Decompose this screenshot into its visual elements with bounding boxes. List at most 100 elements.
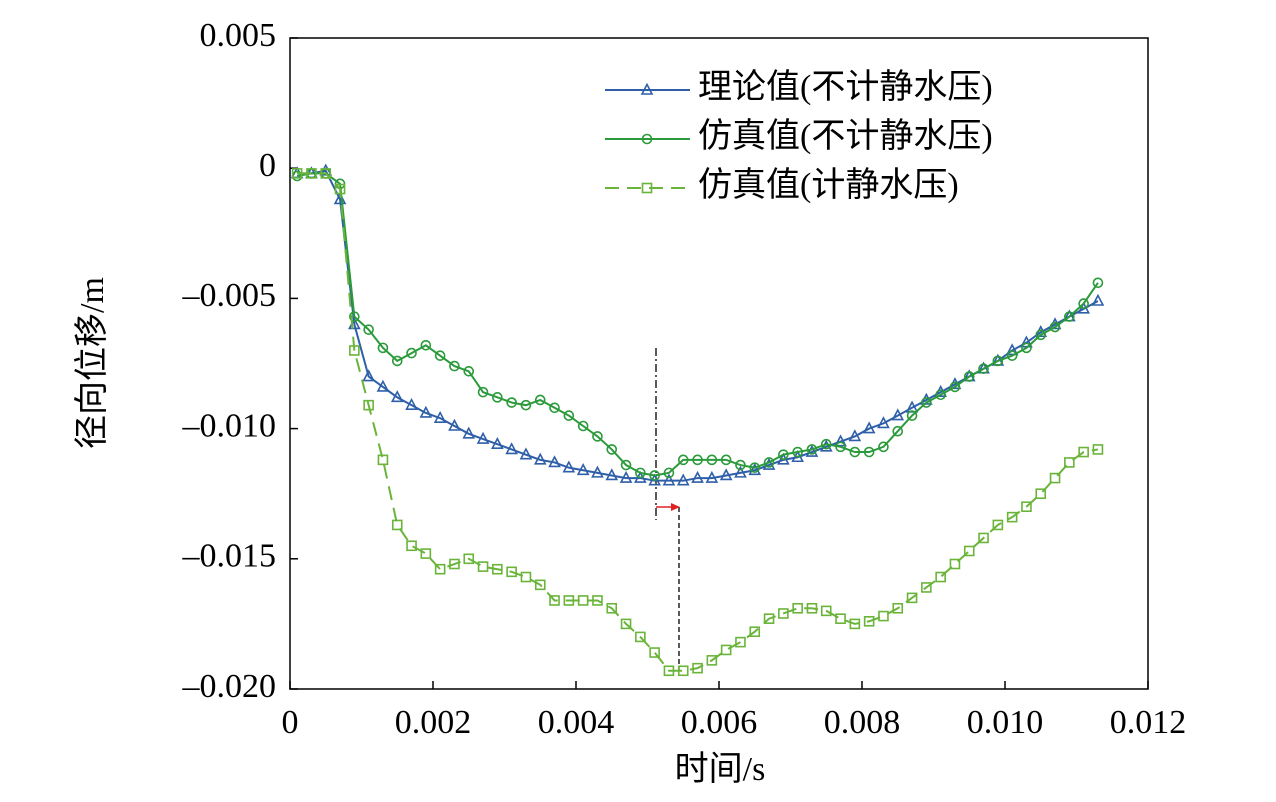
data-point: [549, 595, 560, 606]
data-point: [877, 416, 890, 429]
data-point: [1092, 277, 1104, 289]
data-point: [619, 470, 633, 483]
data-point: [662, 473, 676, 486]
data-point: [1049, 472, 1061, 484]
data-point: [749, 462, 761, 473]
data-point: [620, 618, 632, 630]
y-tick-label: 0: [259, 147, 276, 184]
data-point: [406, 347, 417, 359]
data-point: [606, 602, 618, 614]
annotation-arrowhead: [671, 503, 680, 511]
data-point: [635, 467, 646, 479]
legend-label: 仿真值(计静水压): [698, 166, 959, 204]
data-point: [405, 397, 418, 410]
data-point: [390, 390, 404, 403]
data-point: [705, 470, 719, 483]
data-point: [505, 442, 518, 455]
data-point: [720, 454, 732, 466]
data-point: [921, 397, 932, 408]
data-point: [863, 615, 875, 627]
legend-marker: [640, 82, 654, 95]
data-point: [963, 371, 975, 382]
data-point: [835, 613, 846, 624]
data-point: [492, 563, 503, 575]
data-point: [848, 429, 862, 442]
data-point: [576, 463, 590, 476]
data-point: [906, 592, 918, 604]
data-point: [549, 402, 560, 414]
data-point: [778, 608, 789, 619]
data-point: [477, 386, 489, 398]
data-point: [706, 655, 718, 666]
data-point: [706, 454, 718, 466]
data-point: [362, 369, 375, 382]
y-tick-label: –0.015: [182, 538, 277, 575]
data-point: [1078, 298, 1089, 309]
data-point: [349, 311, 360, 322]
data-point: [420, 548, 432, 559]
data-point: [992, 519, 1004, 531]
data-point: [649, 647, 660, 658]
data-point: [391, 355, 403, 367]
y-axis-label: 径向位移/m: [73, 277, 111, 449]
data-point: [1035, 488, 1047, 500]
data-point: [862, 421, 876, 434]
legend-marker: [641, 133, 653, 145]
data-point: [620, 459, 632, 471]
data-point: [1049, 321, 1061, 333]
data-point: [748, 463, 762, 476]
data-point: [735, 459, 746, 471]
data-point: [419, 405, 433, 418]
data-point: [863, 446, 875, 458]
data-point: [1006, 511, 1018, 523]
data-point: [949, 381, 961, 393]
data-point: [763, 613, 775, 624]
data-point: [376, 379, 390, 392]
data-point: [406, 540, 417, 552]
data-point: [420, 339, 432, 351]
data-point: [1006, 350, 1018, 361]
data-point: [663, 467, 675, 479]
data-point: [334, 183, 346, 195]
data-point: [1092, 444, 1104, 455]
series-line: [297, 172, 1099, 672]
data-point: [533, 452, 547, 465]
data-point: [734, 465, 747, 478]
y-tick-label: –0.020: [182, 668, 277, 705]
data-point: [320, 168, 332, 179]
data-point: [692, 662, 703, 674]
data-point: [691, 470, 704, 483]
data-point: [1021, 501, 1032, 513]
data-point: [735, 636, 746, 648]
data-point: [391, 519, 403, 531]
data-point: [806, 602, 818, 614]
data-point: [463, 553, 475, 565]
data-point: [1064, 457, 1075, 468]
data-point: [363, 324, 374, 335]
data-point: [433, 410, 447, 423]
data-point: [806, 444, 818, 455]
series-line: [297, 169, 1099, 482]
data-point: [892, 425, 904, 437]
data-point: [592, 595, 603, 606]
data-point: [1005, 343, 1019, 356]
data-point: [805, 444, 819, 457]
data-point: [519, 447, 533, 460]
data-point: [605, 468, 619, 481]
data-point: [534, 394, 546, 406]
data-point: [492, 392, 503, 403]
data-point: [978, 363, 989, 375]
data-point: [306, 168, 317, 179]
data-point: [792, 446, 803, 458]
x-axis-label: 时间/s: [675, 751, 766, 788]
x-tick-label: 0.008: [824, 704, 901, 741]
data-point: [1021, 342, 1032, 354]
data-point: [434, 350, 446, 361]
data-point: [649, 470, 660, 481]
x-tick-label: 0.010: [967, 704, 1044, 741]
x-tick-label: 0.012: [1110, 704, 1187, 741]
data-point: [363, 399, 374, 411]
data-point: [377, 454, 389, 466]
data-point: [534, 579, 546, 591]
